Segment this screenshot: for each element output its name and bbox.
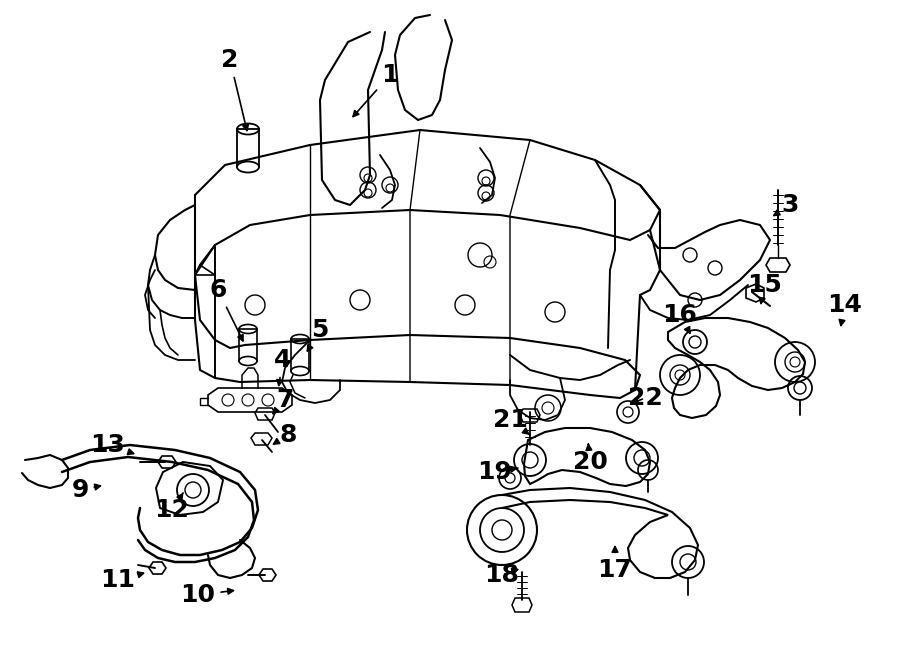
Text: 11: 11 bbox=[101, 568, 143, 592]
Text: 7: 7 bbox=[273, 388, 293, 414]
Text: 22: 22 bbox=[627, 386, 662, 410]
Text: 3: 3 bbox=[774, 193, 798, 217]
Ellipse shape bbox=[237, 161, 259, 173]
Text: 13: 13 bbox=[91, 433, 133, 457]
Text: 20: 20 bbox=[572, 444, 608, 474]
Text: 6: 6 bbox=[210, 278, 243, 341]
Text: 5: 5 bbox=[308, 318, 328, 351]
Text: 21: 21 bbox=[492, 408, 530, 435]
Text: 15: 15 bbox=[748, 273, 782, 303]
Text: 12: 12 bbox=[155, 493, 189, 522]
Text: 4: 4 bbox=[274, 348, 292, 385]
Ellipse shape bbox=[239, 356, 257, 366]
Text: 1: 1 bbox=[353, 63, 399, 116]
Text: 9: 9 bbox=[71, 478, 101, 502]
Text: 10: 10 bbox=[181, 583, 233, 607]
Text: 8: 8 bbox=[274, 423, 297, 447]
Text: 17: 17 bbox=[598, 547, 633, 582]
Text: 14: 14 bbox=[828, 293, 862, 325]
Text: 18: 18 bbox=[484, 563, 519, 587]
Text: 2: 2 bbox=[221, 48, 248, 130]
Text: 19: 19 bbox=[478, 460, 518, 484]
Ellipse shape bbox=[291, 366, 309, 375]
Text: 16: 16 bbox=[662, 303, 698, 333]
